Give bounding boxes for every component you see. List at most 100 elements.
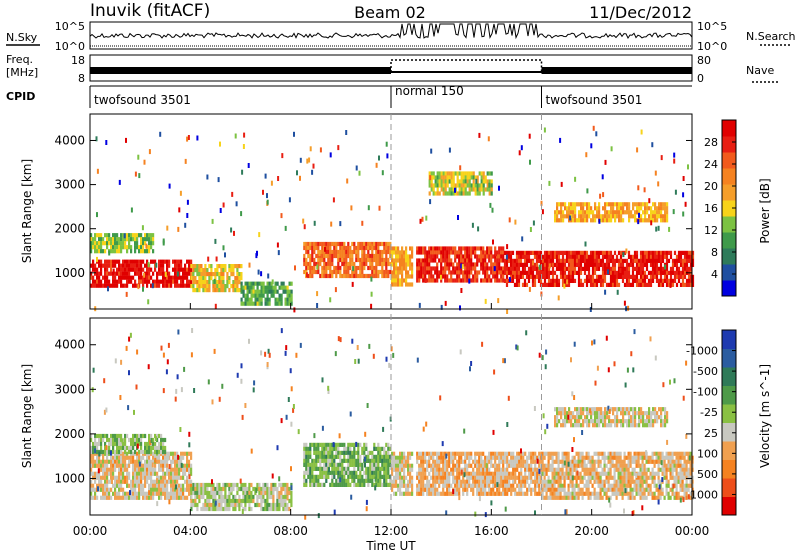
- heatmap-cell: [333, 474, 336, 479]
- heatmap-cell: [430, 491, 433, 496]
- heatmap-cell: [321, 253, 324, 259]
- heatmap-cell: [108, 467, 111, 472]
- heatmap-cell: [138, 483, 141, 488]
- heatmap-cell: [194, 490, 197, 496]
- heatmap-cell: [635, 254, 639, 259]
- heatmap-cell: [198, 498, 201, 504]
- heatmap-cell: [118, 241, 121, 246]
- heatmap-cell: [106, 467, 109, 472]
- heatmap-cell: [363, 249, 366, 255]
- heatmap-cell: [204, 264, 207, 269]
- heatmap-cell: [108, 283, 111, 288]
- heatmap-cell: [359, 474, 362, 479]
- heatmap-cell: [232, 280, 235, 285]
- heatmap-cell: [446, 475, 449, 480]
- heatmap-cell: [432, 254, 435, 259]
- heatmap-cell: [440, 266, 443, 271]
- heatmap-cell: [369, 450, 372, 455]
- heatmap-cell: [498, 467, 501, 472]
- heatmap-cell: [158, 279, 161, 284]
- heatmap-cell: [490, 254, 493, 259]
- heatmap-cell: [90, 283, 93, 288]
- heatmap-cell: [605, 282, 609, 287]
- heatmap-cell: [278, 293, 281, 298]
- heatmap-cell: [359, 257, 362, 263]
- heatmap-cell: [424, 467, 427, 472]
- heatmap-cell: [522, 479, 525, 484]
- heatmap-cell: [528, 286, 531, 292]
- heatmap-cell: [92, 237, 95, 242]
- heatmap-cell: [523, 254, 527, 259]
- heatmap-cell: [136, 271, 139, 276]
- heatmap-cell: [174, 467, 177, 472]
- heatmap-cell: [92, 267, 95, 272]
- heatmap-cell: [568, 206, 571, 211]
- heatmap-cell: [391, 459, 394, 464]
- heatmap-cell: [621, 258, 625, 263]
- heatmap-cell: [466, 183, 469, 188]
- heatmap-cell: [369, 478, 372, 483]
- heatmap-cell: [357, 265, 360, 271]
- heatmap-cell: [170, 475, 173, 480]
- heatmap-cell: [456, 487, 459, 492]
- heatmap-cell: [178, 207, 181, 213]
- heatmap-cell: [603, 274, 607, 279]
- heatmap-cell: [470, 262, 473, 267]
- heatmap-cell: [331, 458, 334, 463]
- heatmap-cell: [166, 479, 169, 484]
- heatmap-cell: [140, 483, 143, 488]
- heatmap-cell: [659, 262, 663, 267]
- heatmap-cell: [110, 245, 113, 250]
- heatmap-cell: [456, 179, 459, 184]
- heatmap-cell: [353, 450, 356, 455]
- heatmap-cell: [673, 250, 677, 255]
- heatmap-cell: [691, 278, 695, 283]
- heatmap-cell: [339, 454, 342, 459]
- heatmap-cell: [571, 495, 574, 500]
- heatmap-cell: [232, 268, 235, 273]
- heatmap-cell: [248, 494, 251, 500]
- heatmap-cell: [509, 254, 513, 259]
- heatmap-cell: [266, 486, 269, 492]
- heatmap-cell: [428, 451, 431, 456]
- heatmap-cell: [595, 278, 599, 283]
- heatmap-cell: [482, 459, 485, 464]
- heatmap-cell: [581, 455, 584, 460]
- heatmap-cell: [212, 284, 215, 289]
- heatmap-cell: [448, 475, 451, 480]
- heatmap-cell: [432, 459, 435, 464]
- heatmap-cell: [606, 210, 609, 215]
- heatmap-cell: [591, 266, 595, 271]
- heatmap-cell: [399, 463, 402, 468]
- heatmap-cell: [506, 467, 509, 472]
- heatmap-cell: [218, 284, 221, 289]
- heatmap-cell: [126, 495, 129, 500]
- heatmap-cell: [618, 210, 621, 215]
- heatmap-cell: [393, 282, 396, 287]
- heatmap-cell: [369, 257, 372, 263]
- heatmap-cell: [639, 274, 643, 279]
- heatmap-cell: [387, 241, 390, 247]
- heatmap-cell: [214, 494, 217, 500]
- heatmap-cell: [353, 245, 356, 251]
- heatmap-cell: [272, 494, 275, 500]
- heatmap-cell: [436, 171, 439, 176]
- heatmap-cell: [288, 281, 291, 286]
- heatmap-cell: [500, 459, 503, 464]
- heatmap-cell: [154, 467, 157, 472]
- heatmap-cell: [341, 474, 344, 479]
- heatmap-cell: [106, 279, 109, 284]
- heatmap-cell: [666, 202, 669, 207]
- heatmap-cell: [143, 159, 146, 165]
- heatmap-cell: [395, 467, 398, 472]
- heatmap-cell: [164, 479, 167, 484]
- heatmap-cell: [687, 250, 691, 255]
- heatmap-cell: [436, 491, 439, 496]
- heatmap-cell: [309, 245, 312, 251]
- heatmap-cell: [337, 249, 340, 255]
- heatmap-cell: [555, 278, 559, 283]
- heatmap-cell: [488, 254, 491, 259]
- heatmap-cell: [665, 258, 669, 263]
- heatmap-cell: [621, 266, 625, 271]
- heatmap-cell: [377, 261, 380, 267]
